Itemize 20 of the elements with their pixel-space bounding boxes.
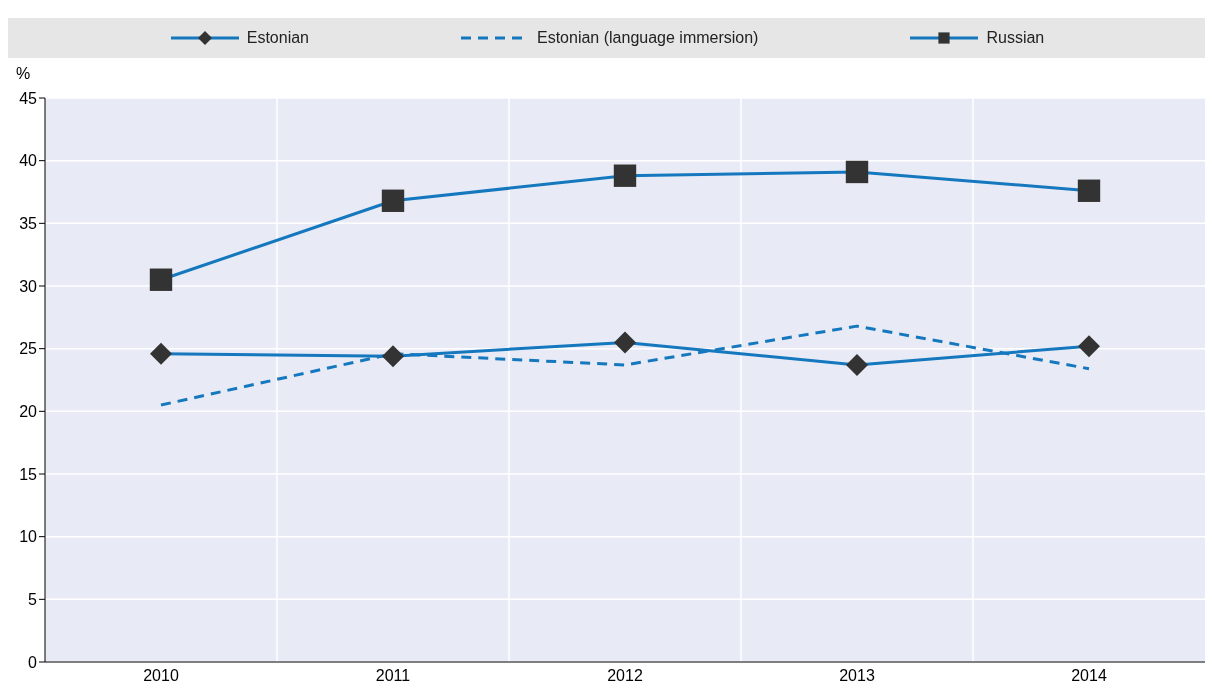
y-tick-label: 10 xyxy=(19,528,38,546)
y-tick-label: 45 xyxy=(19,89,38,107)
y-tick-label: 30 xyxy=(19,277,38,295)
legend-label: Russian xyxy=(986,29,1045,47)
x-tick-label: 2010 xyxy=(143,667,179,685)
x-tick-label: 2014 xyxy=(1071,667,1107,685)
line-series xyxy=(159,324,1091,407)
y-tick-label: 25 xyxy=(19,340,38,358)
y-tick-label: 40 xyxy=(19,152,38,170)
y-tick-label: 20 xyxy=(19,403,38,421)
y-axis-title: % xyxy=(16,65,31,83)
y-tick-label: 0 xyxy=(28,653,38,671)
x-tick-label: 2011 xyxy=(375,667,411,685)
y-tick-label: 35 xyxy=(19,215,38,233)
x-tick-label: 2012 xyxy=(607,667,643,685)
x-tick-label: 2013 xyxy=(839,667,875,685)
legend-label: Estonian (language immersion) xyxy=(537,29,759,47)
y-tick-label: 5 xyxy=(28,591,38,609)
y-tick-label: 15 xyxy=(19,465,38,483)
legend-label: Estonian xyxy=(246,29,309,47)
